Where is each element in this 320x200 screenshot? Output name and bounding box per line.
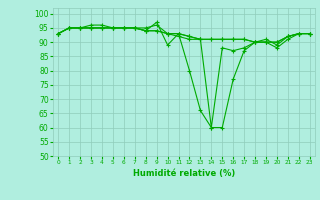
X-axis label: Humidité relative (%): Humidité relative (%) — [133, 169, 235, 178]
